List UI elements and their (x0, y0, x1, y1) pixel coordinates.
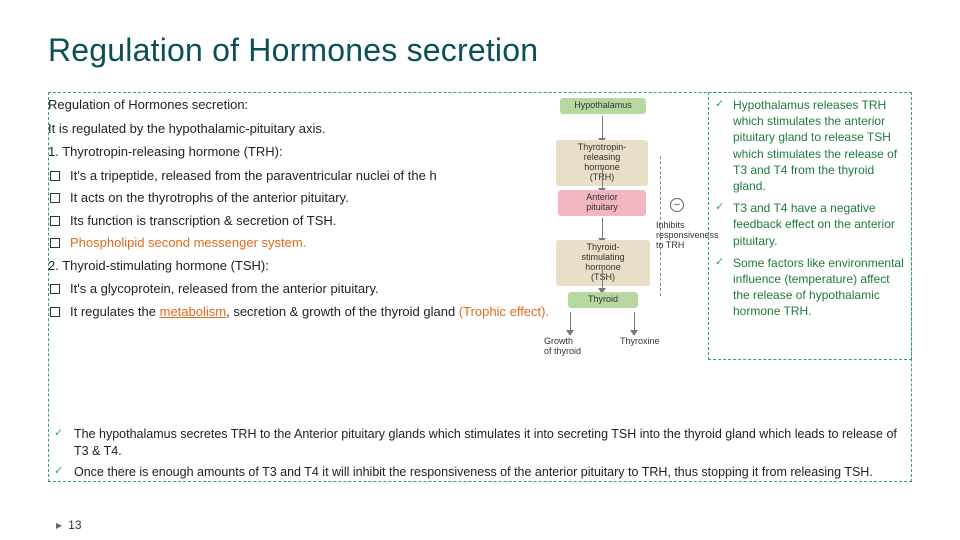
side-note-2: T3 and T4 have a negative feedback effec… (715, 200, 905, 249)
bottom-summary-list: The hypothalamus secretes TRH to the Ant… (54, 426, 904, 485)
side-note-3: Some factors like environmental influenc… (715, 255, 905, 320)
trh-item-4-text: Phospholipid second messenger system. (70, 235, 306, 250)
dg-inhibits-label: Inhibits responsiveness to TRH (656, 220, 704, 250)
dg-tsh: Thyroid- stimulating hormone (TSH) (556, 240, 650, 286)
page-number: 13 (56, 518, 82, 532)
slide: Regulation of Hormones secretion Regulat… (0, 0, 960, 540)
bottom-item-2: Once there is enough amounts of T3 and T… (54, 464, 904, 481)
dg-anterior-pituitary: Anterior pituitary (558, 190, 646, 216)
dg-growth-label: Growth of thyroid (544, 336, 581, 356)
dg-thyroid: Thyroid (568, 292, 638, 308)
side-note-1: Hypothalamus releases TRH which stimulat… (715, 97, 905, 194)
dg-thyroxine-label: Thyroxine (620, 336, 660, 346)
side-notes-list: Hypothalamus releases TRH which stimulat… (715, 97, 905, 319)
side-notes-box: Hypothalamus releases TRH which stimulat… (708, 92, 912, 360)
dg-hypothalamus: Hypothalamus (560, 98, 646, 114)
hpt-axis-diagram: Hypothalamus Thyrotropin- releasing horm… (500, 96, 706, 366)
dg-negative-symbol: – (670, 198, 684, 212)
tsh2-a: It regulates the (70, 304, 160, 319)
tsh2-c: , secretion & growth of the thyroid glan… (226, 304, 459, 319)
slide-title: Regulation of Hormones secretion (48, 32, 912, 69)
bottom-item-1: The hypothalamus secretes TRH to the Ant… (54, 426, 904, 460)
tsh2-b: metabolism (160, 304, 226, 319)
